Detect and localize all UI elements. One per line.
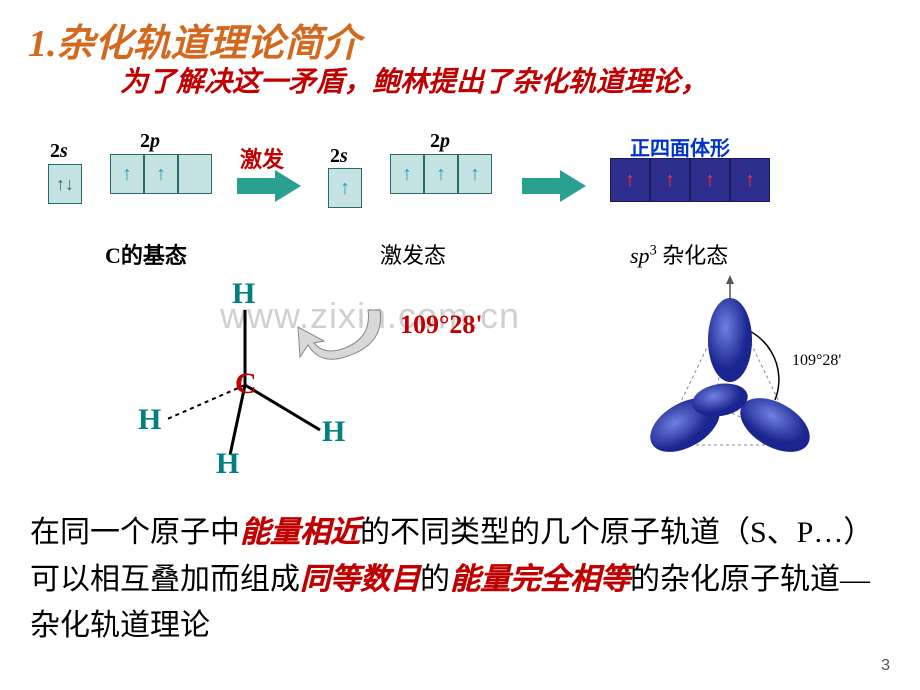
- slide: 1.杂化轨道理论简介 为了解决这一矛盾，鲍林提出了杂化轨道理论， 2s 2p ↑…: [0, 0, 920, 690]
- arrow-icon: [235, 168, 305, 204]
- boxes-2p-ex: ↑ ↑ ↑: [390, 154, 492, 194]
- sp3-orbital-3d: 109°28': [600, 270, 860, 490]
- box-2s-ex: ↑: [328, 168, 362, 208]
- box-2s: ↑↓: [48, 164, 82, 204]
- hybrid-state: ↑ ↑ ↑ ↑: [610, 158, 770, 202]
- atom-h1: H: [232, 277, 255, 311]
- page-number: 3: [881, 657, 890, 675]
- slide-subtitle: 为了解决这一矛盾，鲍林提出了杂化轨道理论，: [120, 60, 708, 100]
- label-2s-ex: 2s: [330, 145, 348, 168]
- atom-c: C: [235, 367, 257, 401]
- curved-arrow-icon: [290, 295, 400, 375]
- boxes-2p: ↑ ↑: [110, 154, 212, 194]
- boxes-sp3: ↑ ↑ ↑ ↑: [610, 158, 770, 202]
- atom-h2: H: [138, 403, 161, 437]
- excited-label: 激发态: [380, 238, 446, 270]
- label-2p: 2p: [140, 130, 160, 153]
- arrow-icon-2: [520, 168, 590, 204]
- ground-label: C的基态: [105, 238, 187, 270]
- theory-text: 在同一个原子中能量相近的不同类型的几个原子轨道（S、P…）可以相互叠加而组成同等…: [30, 510, 890, 650]
- label-2s: 2s: [50, 140, 68, 163]
- svg-text:109°28': 109°28': [792, 352, 841, 369]
- label-2p-ex: 2p: [430, 130, 450, 153]
- atom-h3: H: [322, 415, 345, 449]
- slide-title: 1.杂化轨道理论简介: [28, 12, 361, 67]
- tetra-label: 正四面体形: [630, 132, 730, 161]
- hybrid-label: sp3 杂化态: [630, 238, 728, 270]
- bond-angle: 109°28': [400, 310, 483, 340]
- atom-h4: H: [216, 447, 239, 481]
- orbital-diagram: 2s 2p ↑↓ ↑ ↑ 激发 2s 2p ↑ ↑ ↑ ↑: [40, 140, 880, 230]
